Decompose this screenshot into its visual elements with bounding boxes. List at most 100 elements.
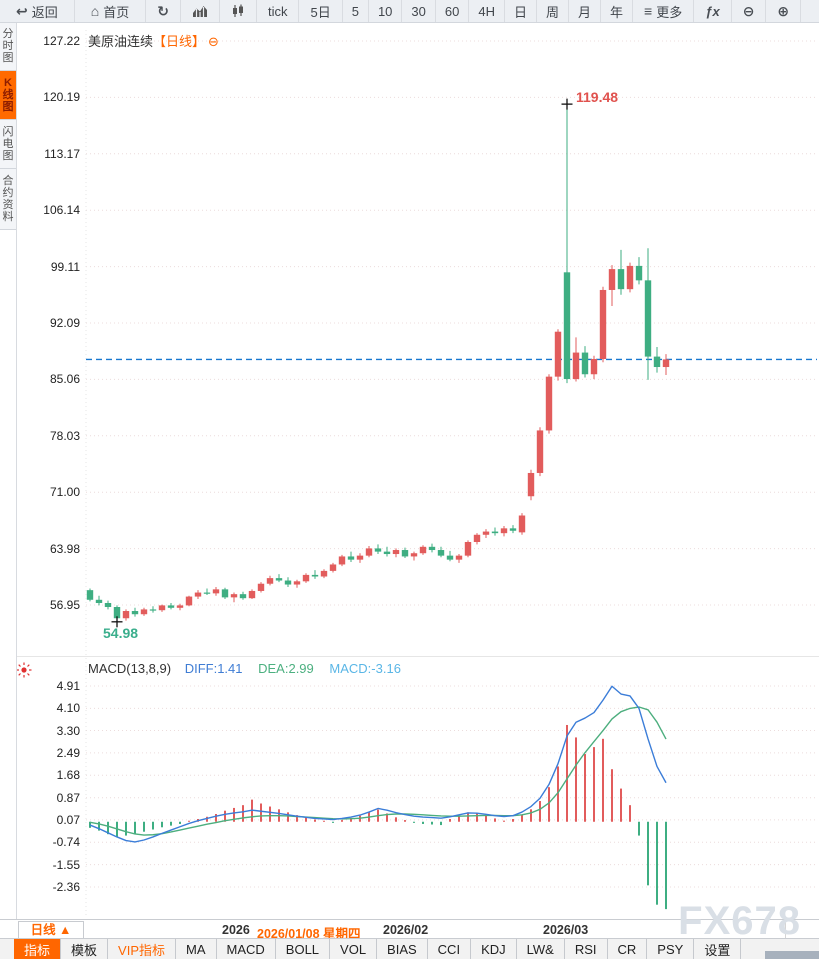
price-tick-label: 71.00 xyxy=(49,485,80,500)
x-axis-label: 2026/02 xyxy=(383,923,429,937)
toolbar-button-label: 30 xyxy=(411,3,426,19)
indicator-tab-13[interactable]: PSY xyxy=(647,939,695,959)
price-tick-label: 92.09 xyxy=(49,315,80,330)
macd-hist-value: MACD:-3.16 xyxy=(329,661,401,676)
panel-separator xyxy=(0,656,819,657)
indicator-tab-1[interactable]: 模板 xyxy=(61,939,109,959)
sidebar-tab-char: 图 xyxy=(2,101,14,113)
toolbar-button-10[interactable]: 10 xyxy=(369,0,403,22)
price-tick-label: 78.03 xyxy=(49,428,80,443)
toolbar-button-4h[interactable]: 4H xyxy=(469,0,505,22)
macd-tick-label: 1.68 xyxy=(56,768,80,783)
indicator-tab-7[interactable]: BIAS xyxy=(377,939,428,959)
sidebar-tab-char: 分 xyxy=(2,28,14,40)
toolbar-button-year[interactable]: 年 xyxy=(601,0,634,22)
sidebar-tab-char: 约 xyxy=(2,187,14,199)
toolbar-button-label: 5 xyxy=(351,3,359,19)
toolbar-button-day[interactable]: 日 xyxy=(505,0,537,22)
menu-icon: ≡ xyxy=(644,3,653,19)
macd-tick-label: -0.74 xyxy=(52,835,80,850)
sidebar-tab-char: 电 xyxy=(2,138,14,150)
price-tick-label: 85.06 xyxy=(49,372,80,387)
indicator-tab-14[interactable]: 设置 xyxy=(694,939,742,959)
macd-dea-value: DEA:2.99 xyxy=(258,661,314,676)
indicator-tab-11[interactable]: RSI xyxy=(565,939,608,959)
indicator-marker-icon[interactable] xyxy=(16,662,32,678)
sidebar-tab-contract-info[interactable]: 合约资料 xyxy=(0,169,16,230)
toolbar-button-label: 日 xyxy=(513,4,527,20)
macd-title: MACD(13,8,9) xyxy=(88,661,172,676)
toolbar-button-refresh[interactable]: ↻ xyxy=(146,0,181,22)
toolbar-button-zoom-in[interactable]: ⊕ xyxy=(766,0,802,22)
toolbar-button-label: 首页 xyxy=(103,4,130,20)
toolbar-button-back[interactable]: ↩ 返回 xyxy=(0,0,75,22)
indicator-tab-6[interactable]: VOL xyxy=(330,939,378,959)
toolbar-button-60[interactable]: 60 xyxy=(436,0,470,22)
fx-icon: ƒx xyxy=(705,3,720,19)
macd-tick-label: 3.30 xyxy=(56,723,80,738)
toolbar-button-label: 月 xyxy=(578,4,592,20)
sidebar-tab-lightning[interactable]: 闪电图 xyxy=(0,120,16,169)
toolbar-button-area-chart[interactable] xyxy=(181,0,220,22)
sidebar-tab-char: 闪 xyxy=(2,126,14,138)
toolbar-button-month[interactable]: 月 xyxy=(569,0,602,22)
toolbar-button-label: 4H xyxy=(478,3,495,19)
scrollbar-corner[interactable] xyxy=(765,951,819,959)
indicator-tab-9[interactable]: KDJ xyxy=(471,939,517,959)
macd-tick-label: 0.07 xyxy=(56,812,80,827)
high-price-annotation: 119.48 xyxy=(576,89,619,106)
axis-divider xyxy=(785,920,786,939)
toolbar-button-candle-chart[interactable] xyxy=(220,0,257,22)
low-price-annotation: 54.98 xyxy=(103,624,139,641)
sidebar-tab-time-share[interactable]: 分时图 xyxy=(0,22,16,71)
chart-title: 美原油连续【日线】 ⊖ xyxy=(88,31,219,50)
sidebar-tab-char: 线 xyxy=(2,89,14,101)
toolbar-button-zoom-out[interactable]: ⊖ xyxy=(732,0,767,22)
toolbar-button-30[interactable]: 30 xyxy=(402,0,436,22)
indicator-tab-8[interactable]: CCI xyxy=(428,939,472,959)
indicator-tab-12[interactable]: CR xyxy=(608,939,648,959)
top-toolbar: ↩ 返回 ⌂ 首页 ↻ tick 5日 5 10 30 60 4H 日 周 月 年 ≡ 更多 ƒx ⊖ ⊕ xyxy=(0,0,819,23)
indicator-tab-0[interactable]: 指标 xyxy=(14,939,62,959)
macd-tick-label: 4.10 xyxy=(56,701,80,716)
toolbar-button-label: 60 xyxy=(444,3,460,19)
indicator-tab-5[interactable]: BOLL xyxy=(276,939,331,959)
sidebar-tab-char: 时 xyxy=(2,40,14,52)
toolbar-button-label: 10 xyxy=(377,3,393,19)
back-arrow-icon: ↩ xyxy=(16,3,28,19)
price-tick-label: 63.98 xyxy=(49,541,80,556)
macd-tick-label: 2.49 xyxy=(56,745,80,760)
indicator-tab-10[interactable]: LW& xyxy=(517,939,565,959)
x-axis-label: 2026 xyxy=(222,923,250,937)
x-axis-label: 2026/03 xyxy=(543,923,589,937)
indicator-toolbar: 指标 模板 VIP指标 MA MACD BOLL VOL BIAS CCI KDJ LW& RSI CR… xyxy=(0,938,819,959)
x-axis-row: 日线 ▲ 2026 2026/01/08 星期四 2026/02 2026/03 xyxy=(0,919,819,941)
toolbar-button-5d[interactable]: 5日 xyxy=(299,0,343,22)
zoom-out-icon: ⊖ xyxy=(742,3,755,19)
toolbar-button-more[interactable]: ≡ 更多 xyxy=(633,0,695,22)
area-chart-icon xyxy=(192,4,208,18)
price-tick-label: 106.14 xyxy=(43,203,80,218)
zoom-in-icon: ⊕ xyxy=(777,3,790,19)
indicator-tab-2[interactable]: VIP指标 xyxy=(108,939,176,959)
price-tick-label: 127.22 xyxy=(43,34,80,48)
toolbar-button-5[interactable]: 5 xyxy=(343,0,369,22)
toolbar-button-home[interactable]: ⌂ 首页 xyxy=(75,0,147,22)
period-selector-button[interactable]: 日线 ▲ xyxy=(18,921,84,939)
sidebar-tab-char: 资 xyxy=(2,199,14,211)
toolbar-button-week[interactable]: 周 xyxy=(537,0,569,22)
collapse-chart-icon[interactable]: ⊖ xyxy=(208,34,219,49)
refresh-icon: ↻ xyxy=(157,3,169,19)
sidebar-tab-char: 料 xyxy=(2,211,14,223)
candle-chart-icon xyxy=(231,4,245,18)
toolbar-button-label: 年 xyxy=(610,4,624,20)
toolbar-button-tick[interactable]: tick xyxy=(257,0,300,22)
indicator-tab-3[interactable]: MA xyxy=(176,939,217,959)
toolbar-button-fx[interactable]: ƒx xyxy=(694,0,732,22)
indicator-tab-4[interactable]: MACD xyxy=(217,939,276,959)
toolbar-button-label: 周 xyxy=(545,4,559,20)
